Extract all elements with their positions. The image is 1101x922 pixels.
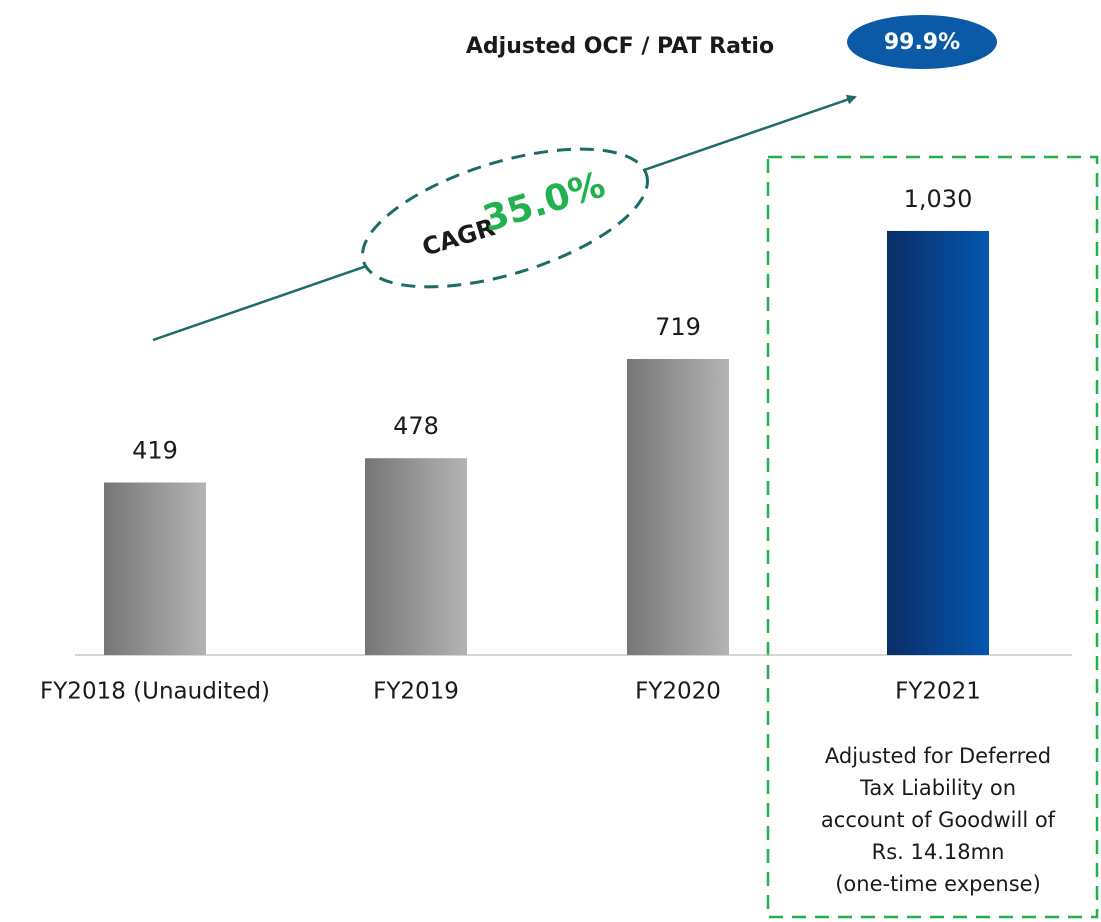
ratio-label: Adjusted OCF / PAT Ratio	[466, 34, 774, 59]
note-line: Tax Liability on	[859, 776, 1016, 800]
cagr-badge: CAGR 35.0%	[361, 147, 649, 289]
note-line: account of Goodwill of	[821, 808, 1056, 832]
notes: Adjusted for Deferred Tax Liability on acc…	[821, 744, 1056, 896]
category-label: FY2021	[895, 679, 981, 705]
bar	[627, 358, 729, 655]
bar	[365, 458, 467, 655]
bars: 419 FY2018 (Unaudited) 478 FY2019 719 FY2020 1…	[40, 185, 989, 705]
value-label: 1,030	[904, 185, 973, 213]
category-label: FY2019	[373, 679, 459, 705]
value-label: 478	[393, 412, 439, 440]
ratio-ellipse	[847, 15, 997, 69]
category-label: FY2020	[635, 679, 721, 705]
value-label: 719	[655, 313, 701, 341]
note-line: Rs. 14.18mn	[872, 840, 1005, 864]
note-line: Adjusted for Deferred	[825, 744, 1051, 768]
note-line: (one-time expense)	[835, 872, 1041, 896]
value-label: 419	[132, 436, 178, 464]
bar	[887, 230, 989, 655]
ratio-value: 99.9%	[884, 30, 960, 55]
bar	[104, 482, 206, 655]
cagr-ellipse	[361, 147, 649, 289]
highlight-box	[766, 155, 1099, 919]
category-label: FY2018 (Unaudited)	[40, 679, 270, 705]
